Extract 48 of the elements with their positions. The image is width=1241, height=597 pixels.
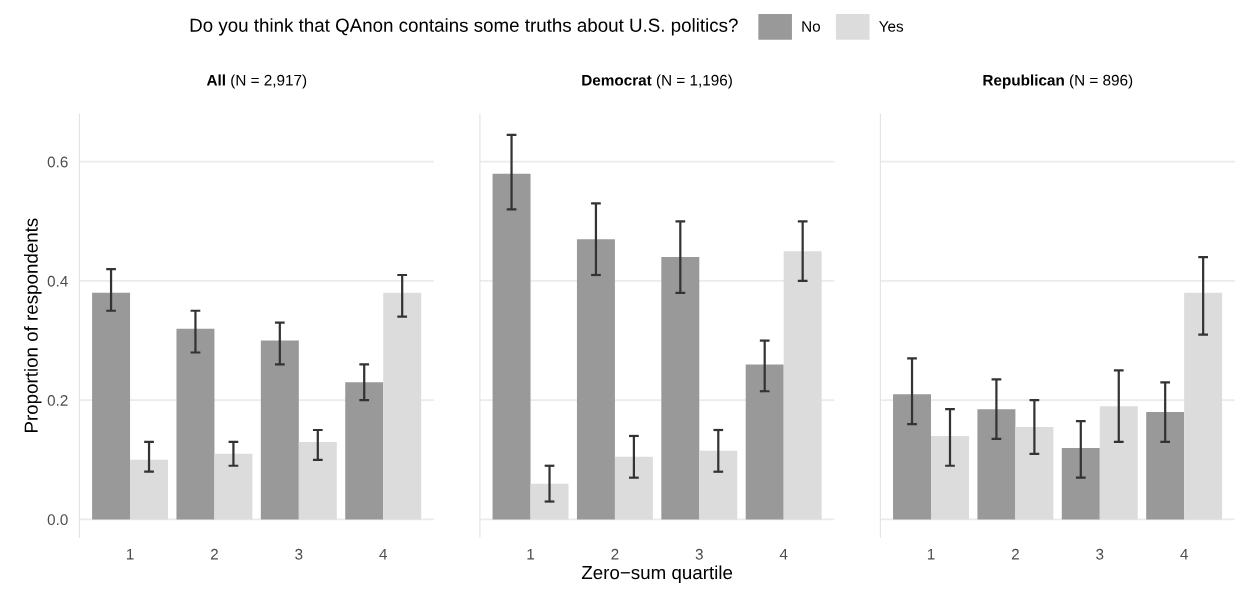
bar bbox=[383, 292, 422, 520]
legend-title: Do you think that QAnon contains some truths about U.S. politics? bbox=[190, 18, 738, 36]
x-tick-label: 3 bbox=[695, 548, 703, 560]
legend-label: No bbox=[802, 21, 821, 32]
bar bbox=[977, 409, 1016, 520]
bar bbox=[745, 364, 784, 520]
x-tick-label: 1 bbox=[126, 548, 134, 560]
y-tick-label: 0.0 bbox=[47, 514, 68, 526]
x-tick-label: 4 bbox=[779, 548, 788, 560]
bar bbox=[1184, 292, 1223, 520]
bar bbox=[530, 483, 569, 520]
y-axis-title: Proportion of respondents bbox=[24, 218, 42, 432]
bar bbox=[492, 173, 531, 520]
legend-label: Yes bbox=[879, 21, 904, 32]
bar bbox=[298, 441, 337, 520]
x-tick-label: 1 bbox=[927, 548, 935, 560]
x-tick-label: 3 bbox=[295, 548, 303, 560]
bar bbox=[92, 292, 131, 520]
x-tick-label: 2 bbox=[611, 548, 619, 560]
x-tick-label: 4 bbox=[1180, 548, 1188, 560]
bar bbox=[699, 450, 738, 520]
x-axis-title: Zero−sum quartile bbox=[581, 565, 733, 583]
bar bbox=[130, 459, 169, 520]
bar bbox=[893, 394, 932, 520]
bar bbox=[576, 239, 615, 520]
bar bbox=[176, 328, 215, 520]
x-tick-label: 4 bbox=[379, 548, 387, 560]
bar bbox=[214, 453, 253, 520]
x-tick-label: 2 bbox=[1011, 548, 1019, 560]
y-tick-label: 0.6 bbox=[47, 156, 68, 168]
y-tick-label: 0.2 bbox=[47, 395, 68, 406]
bar bbox=[1061, 447, 1100, 520]
bar bbox=[1099, 406, 1138, 520]
bar bbox=[931, 435, 969, 520]
chart-title: Republican (N = 896) bbox=[983, 74, 1133, 89]
chart-title: All (N = 2,917) bbox=[206, 74, 307, 89]
bar bbox=[260, 340, 299, 520]
chart-title: Democrat (N = 1,196) bbox=[582, 74, 732, 89]
x-tick-label: 2 bbox=[210, 548, 218, 560]
bar bbox=[614, 456, 653, 520]
bar bbox=[345, 382, 384, 520]
bar bbox=[661, 257, 700, 520]
bar bbox=[783, 251, 822, 520]
y-tick-label: 0.4 bbox=[47, 275, 68, 287]
x-tick-label: 1 bbox=[527, 548, 535, 560]
x-tick-label: 3 bbox=[1096, 548, 1104, 560]
bar bbox=[1146, 412, 1185, 520]
bar bbox=[1015, 427, 1054, 520]
